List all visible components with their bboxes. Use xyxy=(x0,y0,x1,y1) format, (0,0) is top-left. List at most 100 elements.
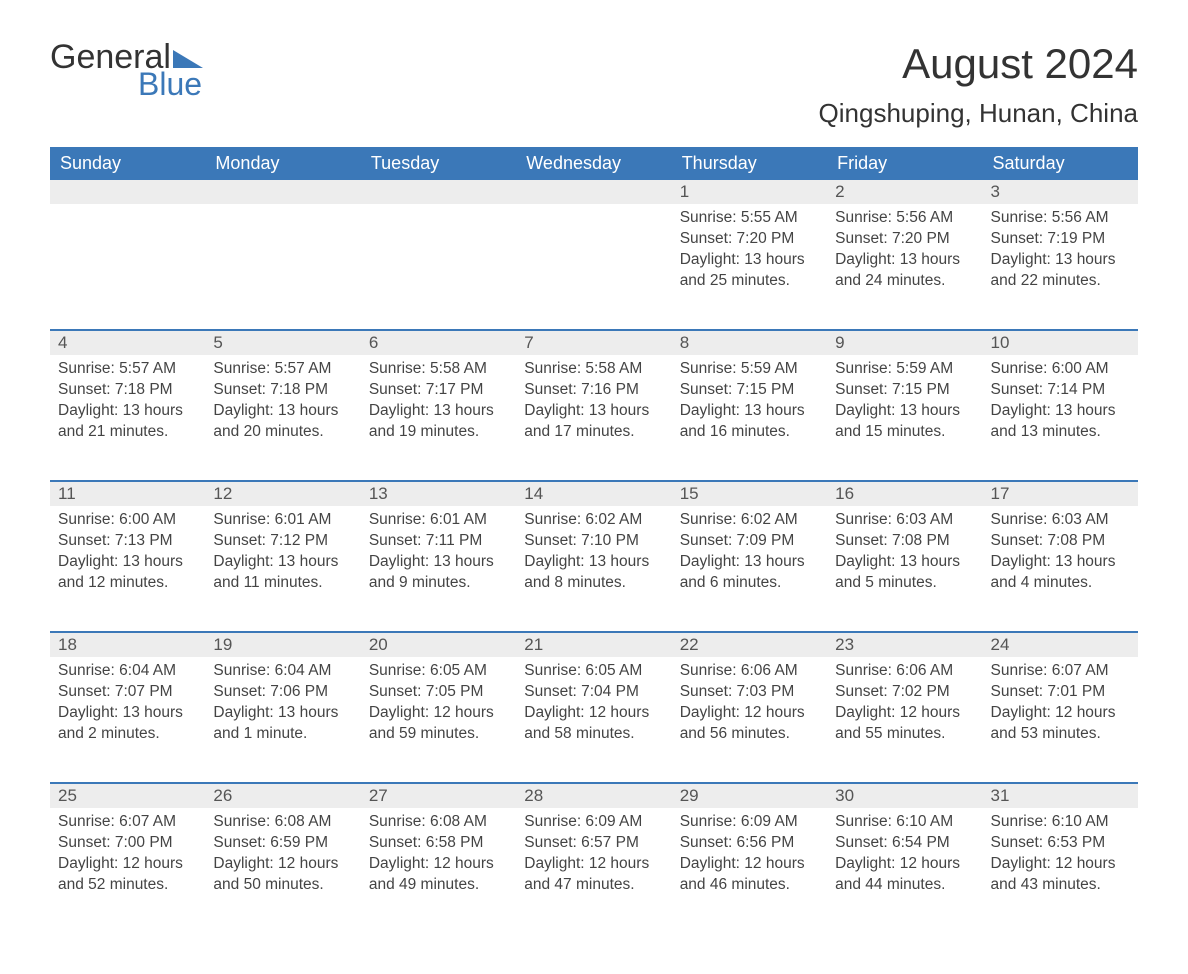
day-cell: Sunrise: 5:58 AMSunset: 7:16 PMDaylight:… xyxy=(516,355,671,481)
weekday-header: Wednesday xyxy=(516,147,671,180)
day-content: Sunrise: 6:10 AMSunset: 6:54 PMDaylight:… xyxy=(827,808,982,908)
day-cell: Sunrise: 6:07 AMSunset: 7:01 PMDaylight:… xyxy=(983,657,1138,783)
day-number-cell: 18 xyxy=(50,632,205,657)
day-content: Sunrise: 5:58 AMSunset: 7:17 PMDaylight:… xyxy=(361,355,516,455)
day-content: Sunrise: 6:01 AMSunset: 7:12 PMDaylight:… xyxy=(205,506,360,606)
day-content: Sunrise: 5:56 AMSunset: 7:20 PMDaylight:… xyxy=(827,204,982,304)
day-number-cell: 15 xyxy=(672,481,827,506)
day-cell xyxy=(50,204,205,330)
day-number-cell: 28 xyxy=(516,783,671,808)
day-number-cell xyxy=(361,180,516,204)
day-number-cell: 19 xyxy=(205,632,360,657)
day-number-cell: 10 xyxy=(983,330,1138,355)
day-cell: Sunrise: 6:09 AMSunset: 6:56 PMDaylight:… xyxy=(672,808,827,934)
day-cell: Sunrise: 6:01 AMSunset: 7:12 PMDaylight:… xyxy=(205,506,360,632)
day-number-cell: 13 xyxy=(361,481,516,506)
day-cell: Sunrise: 6:07 AMSunset: 7:00 PMDaylight:… xyxy=(50,808,205,934)
calendar-table: SundayMondayTuesdayWednesdayThursdayFrid… xyxy=(50,147,1138,934)
day-number-cell: 8 xyxy=(672,330,827,355)
weekday-header: Saturday xyxy=(983,147,1138,180)
day-cell: Sunrise: 6:01 AMSunset: 7:11 PMDaylight:… xyxy=(361,506,516,632)
day-content: Sunrise: 5:58 AMSunset: 7:16 PMDaylight:… xyxy=(516,355,671,455)
weekday-header: Friday xyxy=(827,147,982,180)
day-content: Sunrise: 6:00 AMSunset: 7:13 PMDaylight:… xyxy=(50,506,205,606)
day-content: Sunrise: 6:06 AMSunset: 7:03 PMDaylight:… xyxy=(672,657,827,757)
day-cell xyxy=(205,204,360,330)
day-cell: Sunrise: 6:05 AMSunset: 7:05 PMDaylight:… xyxy=(361,657,516,783)
day-number-cell: 30 xyxy=(827,783,982,808)
day-content: Sunrise: 6:05 AMSunset: 7:05 PMDaylight:… xyxy=(361,657,516,757)
day-cell: Sunrise: 6:06 AMSunset: 7:02 PMDaylight:… xyxy=(827,657,982,783)
day-number-cell: 7 xyxy=(516,330,671,355)
weekday-header: Tuesday xyxy=(361,147,516,180)
weekday-header: Thursday xyxy=(672,147,827,180)
day-cell: Sunrise: 6:04 AMSunset: 7:07 PMDaylight:… xyxy=(50,657,205,783)
day-number-cell: 5 xyxy=(205,330,360,355)
day-cell: Sunrise: 6:02 AMSunset: 7:09 PMDaylight:… xyxy=(672,506,827,632)
location-subtitle: Qingshuping, Hunan, China xyxy=(819,98,1138,129)
day-number-cell: 2 xyxy=(827,180,982,204)
day-content: Sunrise: 5:59 AMSunset: 7:15 PMDaylight:… xyxy=(827,355,982,455)
day-cell: Sunrise: 6:09 AMSunset: 6:57 PMDaylight:… xyxy=(516,808,671,934)
day-number-cell: 11 xyxy=(50,481,205,506)
day-number-cell xyxy=(516,180,671,204)
day-number-cell: 26 xyxy=(205,783,360,808)
day-number-cell: 23 xyxy=(827,632,982,657)
day-cell: Sunrise: 5:59 AMSunset: 7:15 PMDaylight:… xyxy=(672,355,827,481)
day-number-cell: 17 xyxy=(983,481,1138,506)
day-number-cell: 12 xyxy=(205,481,360,506)
day-number-cell xyxy=(50,180,205,204)
day-number-cell: 3 xyxy=(983,180,1138,204)
logo-triangle-icon xyxy=(173,46,203,68)
day-content: Sunrise: 6:07 AMSunset: 7:00 PMDaylight:… xyxy=(50,808,205,908)
day-number-cell: 6 xyxy=(361,330,516,355)
day-number-cell: 31 xyxy=(983,783,1138,808)
day-cell: Sunrise: 6:10 AMSunset: 6:54 PMDaylight:… xyxy=(827,808,982,934)
day-number-cell: 1 xyxy=(672,180,827,204)
day-cell: Sunrise: 6:00 AMSunset: 7:13 PMDaylight:… xyxy=(50,506,205,632)
day-number-cell: 21 xyxy=(516,632,671,657)
day-cell xyxy=(516,204,671,330)
day-content: Sunrise: 5:57 AMSunset: 7:18 PMDaylight:… xyxy=(50,355,205,455)
day-content: Sunrise: 6:08 AMSunset: 6:58 PMDaylight:… xyxy=(361,808,516,908)
day-cell: Sunrise: 6:02 AMSunset: 7:10 PMDaylight:… xyxy=(516,506,671,632)
day-content: Sunrise: 6:04 AMSunset: 7:06 PMDaylight:… xyxy=(205,657,360,757)
day-content: Sunrise: 6:08 AMSunset: 6:59 PMDaylight:… xyxy=(205,808,360,908)
day-cell: Sunrise: 6:08 AMSunset: 6:59 PMDaylight:… xyxy=(205,808,360,934)
day-number-cell: 9 xyxy=(827,330,982,355)
day-number-cell: 20 xyxy=(361,632,516,657)
day-content: Sunrise: 6:02 AMSunset: 7:09 PMDaylight:… xyxy=(672,506,827,606)
day-cell: Sunrise: 6:08 AMSunset: 6:58 PMDaylight:… xyxy=(361,808,516,934)
weekday-header-row: SundayMondayTuesdayWednesdayThursdayFrid… xyxy=(50,147,1138,180)
day-content: Sunrise: 6:04 AMSunset: 7:07 PMDaylight:… xyxy=(50,657,205,757)
day-content: Sunrise: 6:10 AMSunset: 6:53 PMDaylight:… xyxy=(983,808,1138,908)
day-cell: Sunrise: 5:57 AMSunset: 7:18 PMDaylight:… xyxy=(50,355,205,481)
day-cell xyxy=(361,204,516,330)
day-cell: Sunrise: 5:59 AMSunset: 7:15 PMDaylight:… xyxy=(827,355,982,481)
logo-text-blue: Blue xyxy=(138,68,203,100)
day-number-cell: 14 xyxy=(516,481,671,506)
day-cell: Sunrise: 6:10 AMSunset: 6:53 PMDaylight:… xyxy=(983,808,1138,934)
day-content: Sunrise: 6:00 AMSunset: 7:14 PMDaylight:… xyxy=(983,355,1138,455)
day-number-cell: 24 xyxy=(983,632,1138,657)
day-cell: Sunrise: 6:05 AMSunset: 7:04 PMDaylight:… xyxy=(516,657,671,783)
day-number-cell: 22 xyxy=(672,632,827,657)
day-cell: Sunrise: 5:57 AMSunset: 7:18 PMDaylight:… xyxy=(205,355,360,481)
day-number-cell: 27 xyxy=(361,783,516,808)
day-cell: Sunrise: 6:04 AMSunset: 7:06 PMDaylight:… xyxy=(205,657,360,783)
day-content: Sunrise: 6:09 AMSunset: 6:57 PMDaylight:… xyxy=(516,808,671,908)
day-content: Sunrise: 6:07 AMSunset: 7:01 PMDaylight:… xyxy=(983,657,1138,757)
day-content: Sunrise: 6:05 AMSunset: 7:04 PMDaylight:… xyxy=(516,657,671,757)
day-content: Sunrise: 5:59 AMSunset: 7:15 PMDaylight:… xyxy=(672,355,827,455)
day-content: Sunrise: 6:01 AMSunset: 7:11 PMDaylight:… xyxy=(361,506,516,606)
day-content: Sunrise: 5:57 AMSunset: 7:18 PMDaylight:… xyxy=(205,355,360,455)
day-cell: Sunrise: 6:06 AMSunset: 7:03 PMDaylight:… xyxy=(672,657,827,783)
day-cell: Sunrise: 6:03 AMSunset: 7:08 PMDaylight:… xyxy=(983,506,1138,632)
header: General Blue August 2024 Qingshuping, Hu… xyxy=(50,40,1138,129)
day-cell: Sunrise: 6:00 AMSunset: 7:14 PMDaylight:… xyxy=(983,355,1138,481)
day-cell: Sunrise: 5:58 AMSunset: 7:17 PMDaylight:… xyxy=(361,355,516,481)
day-content: Sunrise: 6:02 AMSunset: 7:10 PMDaylight:… xyxy=(516,506,671,606)
day-number-cell: 4 xyxy=(50,330,205,355)
day-content: Sunrise: 6:06 AMSunset: 7:02 PMDaylight:… xyxy=(827,657,982,757)
day-cell: Sunrise: 6:03 AMSunset: 7:08 PMDaylight:… xyxy=(827,506,982,632)
